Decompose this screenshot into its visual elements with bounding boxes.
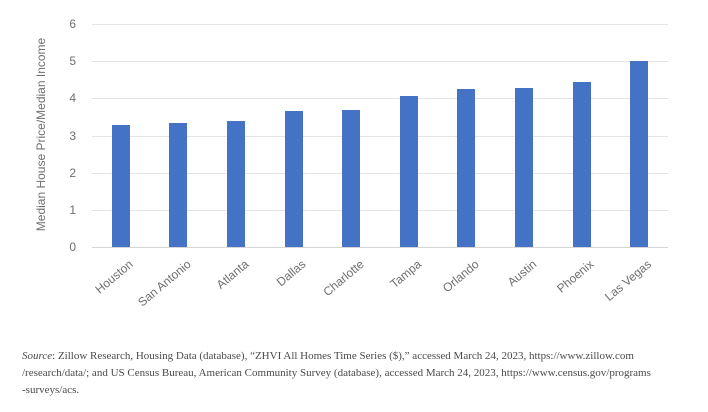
bar-tampa xyxy=(399,96,418,247)
x-tick-label: Dallas xyxy=(274,257,309,290)
bar-dallas xyxy=(284,110,303,247)
y-tick-label: 4 xyxy=(69,91,76,106)
x-tick-label: Las Vegas xyxy=(602,257,655,304)
bar-houston xyxy=(111,125,130,247)
x-tick-label: Austin xyxy=(504,257,539,290)
plot-area xyxy=(92,24,668,248)
gridline xyxy=(92,61,668,63)
bar-atlanta xyxy=(227,121,245,247)
bar-austin xyxy=(515,87,533,247)
gridline xyxy=(92,135,668,137)
x-tick-label: Atlanta xyxy=(213,257,251,292)
gridline xyxy=(92,24,668,25)
x-tick-label: Houston xyxy=(92,257,136,297)
gridline xyxy=(92,98,668,100)
source-text-line1: : Zillow Research, Housing Data (databas… xyxy=(52,350,634,362)
bar-las-vegas xyxy=(630,61,649,247)
bar-phoenix xyxy=(572,81,591,247)
x-tick-label: Phoenix xyxy=(554,257,597,296)
bar-san-antonio xyxy=(169,122,188,247)
bar-charlotte xyxy=(342,110,361,247)
x-tick-label: Orlando xyxy=(439,257,482,296)
y-tick-label: 1 xyxy=(69,202,76,217)
source-note: Source: Zillow Research, Housing Data (d… xyxy=(22,348,651,399)
y-tick-label: 3 xyxy=(69,128,76,143)
y-tick-label: 5 xyxy=(69,54,76,69)
y-tick-label: 2 xyxy=(69,165,76,180)
source-text-line3: -surveys/acs. xyxy=(22,384,80,396)
y-tick-label: 0 xyxy=(69,240,76,254)
x-tick-label: Tampa xyxy=(387,257,424,291)
gridline xyxy=(92,209,668,211)
source-label: Source xyxy=(22,350,53,362)
gridline xyxy=(92,172,668,174)
x-tick-label: San Antonio xyxy=(134,257,194,310)
x-tick-label: Charlotte xyxy=(319,257,367,300)
y-tick-label: 6 xyxy=(69,17,76,31)
bar-orlando xyxy=(457,88,476,247)
x-axis-line xyxy=(92,247,668,248)
source-text-line2: /research/data/; and US Census Bureau, A… xyxy=(22,367,651,379)
